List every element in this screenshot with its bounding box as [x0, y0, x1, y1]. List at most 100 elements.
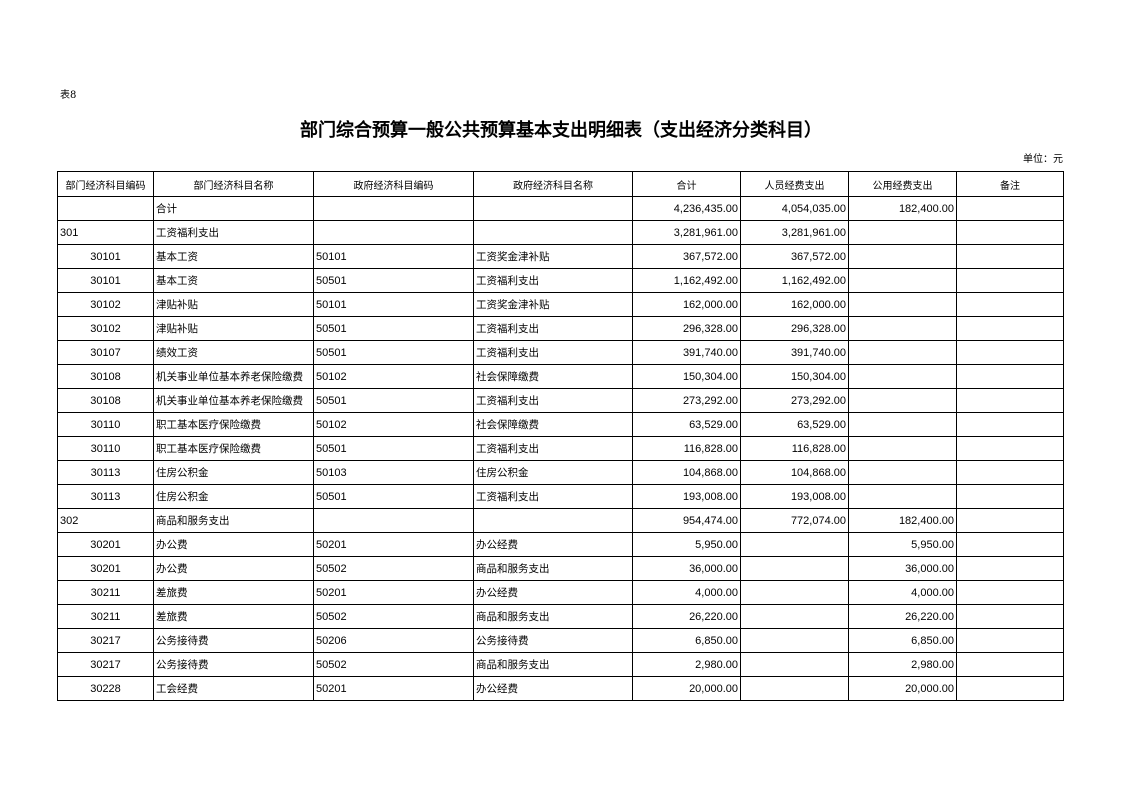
table-cell: 193,008.00 — [632, 484, 741, 509]
table-cell: 36,000.00 — [848, 556, 957, 581]
table-cell: 30113 — [57, 484, 154, 509]
table-cell — [848, 244, 957, 269]
table-cell — [956, 340, 1064, 365]
table-cell: 50502 — [313, 652, 474, 677]
table-cell: 4,236,435.00 — [632, 196, 741, 221]
column-header: 公用经费支出 — [848, 171, 957, 197]
table-cell: 工资福利支出 — [473, 340, 633, 365]
table-cell: 3,281,961.00 — [740, 220, 849, 245]
table-cell: 商品和服务支出 — [473, 604, 633, 629]
table-cell — [740, 628, 849, 653]
table-cell: 30217 — [57, 628, 154, 653]
table-cell: 30110 — [57, 412, 154, 437]
table-cell — [848, 484, 957, 509]
table-cell: 30108 — [57, 364, 154, 389]
table-cell: 办公经费 — [473, 532, 633, 557]
table-row: 30101 基本工资 50501 工资福利支出 1,162,492.00 1,162,49… — [57, 268, 1064, 293]
table-row: 30211 差旅费 50201 办公经费 4,000.00 4,000.00 — [57, 580, 1064, 605]
table-cell: 30110 — [57, 436, 154, 461]
table-cell: 30102 — [57, 292, 154, 317]
table-cell — [956, 364, 1064, 389]
column-header: 备注 — [956, 171, 1064, 197]
table-cell: 50201 — [313, 532, 474, 557]
table-cell: 50501 — [313, 484, 474, 509]
table-cell: 104,868.00 — [632, 460, 741, 485]
table-cell — [956, 628, 1064, 653]
table-cell — [956, 196, 1064, 221]
table-cell: 30107 — [57, 340, 154, 365]
table-cell: 公务接待费 — [153, 628, 314, 653]
table-row: 30110 职工基本医疗保险缴费 50501 工资福利支出 116,828.00 116,… — [57, 436, 1064, 461]
table-cell: 4,000.00 — [848, 580, 957, 605]
table-cell — [473, 508, 633, 533]
table-row: 30107 绩效工资 50501 工资福利支出 391,740.00 391,740.00 — [57, 340, 1064, 365]
table-cell: 20,000.00 — [632, 676, 741, 701]
table-cell: 182,400.00 — [848, 196, 957, 221]
table-cell: 办公经费 — [473, 676, 633, 701]
table-cell — [740, 604, 849, 629]
table-number: 表8 — [60, 90, 77, 101]
table-cell: 50201 — [313, 580, 474, 605]
table-cell — [956, 412, 1064, 437]
table-cell — [956, 244, 1064, 269]
table-row: 30108 机关事业单位基本养老保险缴费 50102 社会保障缴费 150,304.00… — [57, 364, 1064, 389]
unit: 单位：元 — [1023, 154, 1063, 165]
table-cell — [956, 220, 1064, 245]
table-cell: 住房公积金 — [153, 460, 314, 485]
table-cell: 50101 — [313, 244, 474, 269]
table-cell — [848, 364, 957, 389]
table-cell: 50501 — [313, 436, 474, 461]
table-cell: 30211 — [57, 580, 154, 605]
table-cell: 50102 — [313, 412, 474, 437]
table-row: 301 工资福利支出 3,281,961.00 3,281,961.00 — [57, 220, 1064, 245]
table-cell: 办公费 — [153, 556, 314, 581]
table-cell: 30217 — [57, 652, 154, 677]
table-cell: 36,000.00 — [632, 556, 741, 581]
table-cell: 193,008.00 — [740, 484, 849, 509]
table-cell: 商品和服务支出 — [153, 508, 314, 533]
table-cell: 162,000.00 — [740, 292, 849, 317]
table-row: 30113 住房公积金 50103 住房公积金 104,868.00 104,868.00 — [57, 460, 1064, 485]
table-row: 合计 4,236,435.00 4,054,035.00 182,400.00 — [57, 196, 1064, 221]
column-header: 人员经费支出 — [740, 171, 849, 197]
table-cell: 基本工资 — [153, 268, 314, 293]
table-row: 30113 住房公积金 50501 工资福利支出 193,008.00 193,008.0… — [57, 484, 1064, 509]
table-cell: 办公经费 — [473, 580, 633, 605]
table-cell: 工资福利支出 — [473, 316, 633, 341]
table-cell: 住房公积金 — [473, 460, 633, 485]
table-cell: 273,292.00 — [740, 388, 849, 413]
table-cell: 1,162,492.00 — [632, 268, 741, 293]
table-cell: 6,850.00 — [848, 628, 957, 653]
header-row: 部门经济科目编码 部门经济科目名称 政府经济科目编码 政府经济科目名称 合计 人员经费支出… — [57, 171, 1064, 197]
table-row: 30108 机关事业单位基本养老保险缴费 50501 工资福利支出 273,292.00… — [57, 388, 1064, 413]
table-cell: 50206 — [313, 628, 474, 653]
table-cell — [956, 508, 1064, 533]
table-cell: 104,868.00 — [740, 460, 849, 485]
table-cell — [956, 388, 1064, 413]
table-row: 30217 公务接待费 50502 商品和服务支出 2,980.00 2,980.00 — [57, 652, 1064, 677]
table-cell — [740, 556, 849, 581]
table-row: 30201 办公费 50502 商品和服务支出 36,000.00 36,000.00 — [57, 556, 1064, 581]
table-cell: 工资奖金津补贴 — [473, 244, 633, 269]
table-cell — [956, 268, 1064, 293]
table-cell: 50502 — [313, 604, 474, 629]
table-cell: 150,304.00 — [740, 364, 849, 389]
table-cell: 50501 — [313, 268, 474, 293]
table-cell: 职工基本医疗保险缴费 — [153, 412, 314, 437]
table-cell: 30201 — [57, 532, 154, 557]
table-cell: 50501 — [313, 316, 474, 341]
column-header: 部门经济科目名称 — [153, 171, 314, 197]
table-cell: 绩效工资 — [153, 340, 314, 365]
table-cell: 基本工资 — [153, 244, 314, 269]
column-header: 政府经济科目名称 — [473, 171, 633, 197]
table-cell — [473, 220, 633, 245]
table-cell: 301 — [57, 220, 154, 245]
table-cell: 1,162,492.00 — [740, 268, 849, 293]
table-cell: 26,220.00 — [632, 604, 741, 629]
table-cell: 社会保障缴费 — [473, 412, 633, 437]
table-cell — [473, 196, 633, 221]
table-cell — [740, 652, 849, 677]
table-cell: 26,220.00 — [848, 604, 957, 629]
table-row: 30110 职工基本医疗保险缴费 50102 社会保障缴费 63,529.00 63,52… — [57, 412, 1064, 437]
table-cell: 2,980.00 — [632, 652, 741, 677]
